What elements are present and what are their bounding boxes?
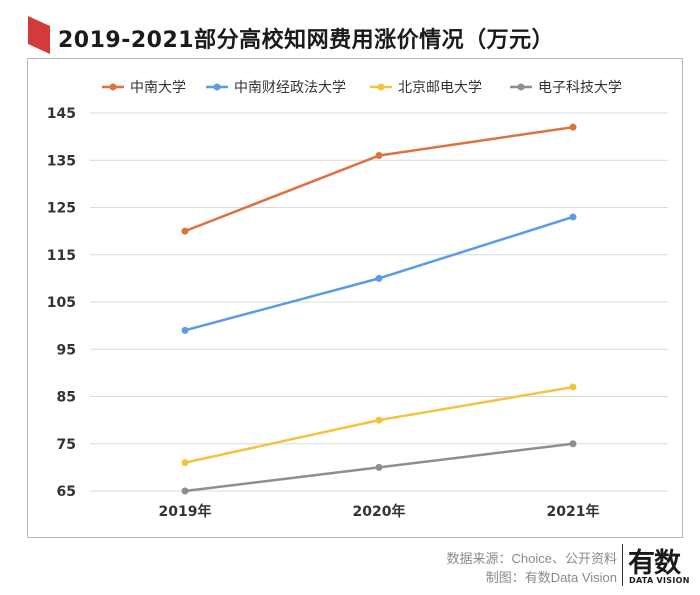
footer: 数据来源：Choice、公开资料 制图：有数Data Vision 有数 DAT…: [0, 540, 700, 595]
data-point: [375, 152, 383, 160]
legend-marker: [109, 83, 117, 91]
y-tick-label: 125: [47, 201, 76, 217]
data-point: [375, 274, 383, 282]
legend-marker: [213, 83, 221, 91]
footer-divider: [622, 544, 623, 586]
title-bar: 2019-2021部分高校知网费用涨价情况（万元）: [0, 0, 700, 60]
data-point: [375, 463, 383, 471]
legend-label: 中南财经政法大学: [234, 80, 346, 96]
y-tick-label: 95: [57, 342, 76, 358]
legend-marker: [377, 83, 385, 91]
x-tick-label: 2019年: [159, 503, 212, 520]
y-tick-label: 115: [47, 248, 76, 264]
chart-frame: 65 75 85 95 105 115 125 135 145 2019年 2020年 2021年 中南…: [27, 58, 683, 538]
x-tick-label: 2021年: [547, 503, 600, 520]
y-tick-label: 65: [57, 484, 76, 500]
data-point: [569, 213, 577, 221]
brand-logo: 有数: [628, 548, 681, 579]
legend-label: 电子科技大学: [538, 80, 622, 96]
line-chart: 65 75 85 95 105 115 125 135 145 2019年 2020年 2021年 中南…: [47, 80, 668, 520]
y-tick-label: 105: [47, 295, 76, 311]
data-point: [181, 459, 189, 467]
legend-label: 北京邮电大学: [398, 80, 482, 96]
legend-label: 中南大学: [130, 80, 186, 96]
legend-marker: [517, 83, 525, 91]
brand-logo-subtext: DATA VISION: [629, 576, 690, 585]
data-point: [569, 123, 577, 131]
series-line: [184, 125, 574, 233]
y-tick-label: 135: [47, 153, 76, 169]
x-tick-label: 2020年: [353, 503, 406, 520]
y-tick-label: 145: [47, 106, 76, 122]
series-line: [184, 215, 574, 332]
page-title: 2019-2021部分高校知网费用涨价情况（万元）: [58, 28, 555, 53]
chart-credit: 制图：有数Data Vision: [485, 570, 617, 585]
data-point: [375, 416, 383, 424]
title-accent-icon: [28, 16, 50, 54]
data-point: [181, 326, 189, 334]
y-tick-label: 85: [57, 390, 76, 406]
data-source: 数据来源：Choice、公开资料: [446, 551, 617, 566]
data-point: [181, 487, 189, 495]
y-tick-label: 75: [57, 437, 76, 453]
data-point: [181, 227, 189, 235]
data-point: [569, 383, 577, 391]
data-point: [569, 440, 577, 448]
